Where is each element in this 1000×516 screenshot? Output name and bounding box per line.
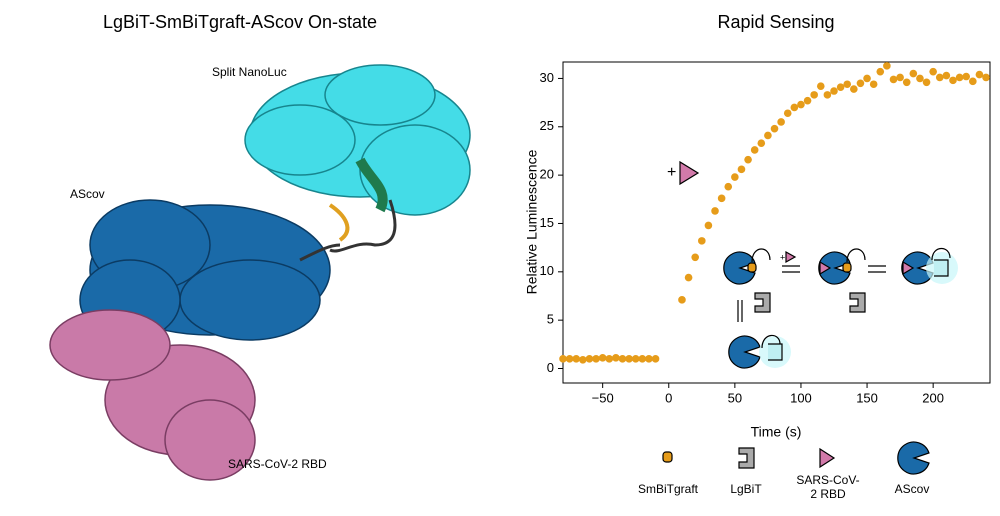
data-point — [631, 355, 640, 363]
annotation: + — [667, 164, 676, 181]
data-point — [645, 355, 653, 363]
data-point — [909, 69, 918, 78]
data-point — [949, 76, 957, 85]
legend-label: SmBiTgraft — [637, 482, 698, 496]
x-axis-label: Time (s) — [751, 424, 802, 440]
data-point — [942, 71, 951, 80]
data-point — [922, 78, 931, 87]
data-point — [757, 139, 766, 148]
data-point — [863, 74, 871, 83]
y-tick-label: 30 — [540, 70, 554, 85]
data-point — [711, 207, 719, 215]
data-point — [889, 75, 898, 84]
data-point — [764, 131, 772, 140]
data-point — [684, 273, 693, 282]
structure-label: AScov — [70, 187, 105, 201]
data-point — [625, 355, 633, 363]
x-tick-label: 200 — [922, 390, 944, 405]
data-point — [598, 354, 607, 362]
panel-title: LgBiT-SmBiTgraft-AScov On-state — [103, 12, 377, 32]
data-point — [638, 355, 647, 363]
data-point — [559, 355, 567, 363]
data-point — [783, 109, 792, 118]
data-point — [876, 67, 885, 76]
data-point — [750, 146, 759, 154]
structure-label: Split NanoLuc — [212, 65, 287, 79]
data-point — [962, 72, 971, 81]
data-point — [744, 155, 752, 164]
y-tick-label: 25 — [540, 118, 554, 133]
structure-label: SARS-CoV-2 RBD — [228, 457, 327, 471]
y-tick-label: 10 — [540, 263, 554, 278]
data-point — [612, 354, 620, 362]
data-point — [836, 83, 845, 91]
y-axis-label: Relative Luminescence — [524, 149, 540, 294]
data-point — [797, 100, 805, 109]
data-point — [902, 78, 911, 87]
data-point — [592, 355, 600, 363]
data-point — [651, 355, 660, 363]
data-point — [731, 173, 739, 181]
data-point — [955, 73, 964, 82]
data-point — [704, 221, 713, 230]
data-point — [929, 67, 937, 76]
x-tick-label: 150 — [856, 390, 878, 405]
data-point — [698, 237, 706, 245]
data-point — [572, 355, 581, 363]
svg-text:+: + — [780, 252, 785, 262]
legend-label: LgBiT — [730, 482, 762, 496]
data-point — [565, 355, 574, 363]
data-point — [869, 80, 878, 89]
y-tick-label: 0 — [547, 360, 554, 375]
annotation-icon — [679, 160, 700, 186]
data-point — [816, 82, 825, 90]
protein-structure — [49, 64, 471, 481]
legend-icons — [662, 441, 930, 475]
plot-frame — [562, 61, 991, 384]
data-point — [843, 80, 852, 89]
data-point — [678, 296, 686, 304]
y-tick-label: 5 — [547, 312, 554, 327]
x-tick-label: −50 — [592, 390, 614, 405]
data-point — [770, 124, 779, 133]
x-tick-label: 50 — [728, 390, 742, 405]
data-point — [790, 103, 799, 112]
legend-label: SARS-CoV-2 RBD — [796, 473, 860, 501]
legend-label: AScov — [894, 482, 930, 496]
y-tick-label: 15 — [540, 215, 554, 230]
x-tick-label: 100 — [790, 390, 812, 405]
data-point — [982, 73, 990, 82]
data-point — [579, 355, 587, 364]
data-point — [777, 118, 785, 126]
data-point — [896, 73, 904, 82]
data-point — [823, 91, 832, 99]
data-point — [975, 70, 984, 79]
data-point — [691, 253, 699, 262]
data-point — [850, 85, 858, 93]
data-point — [969, 77, 977, 86]
data-point — [810, 91, 818, 99]
y-tick-label: 20 — [540, 167, 554, 182]
data-point — [856, 79, 865, 88]
data-point — [737, 165, 746, 174]
mechanism-scheme: + — [723, 247, 958, 369]
x-tick-label: 0 — [665, 390, 672, 405]
data-point — [916, 74, 924, 83]
data-point — [717, 194, 726, 203]
data-point — [724, 182, 733, 191]
data-point — [585, 355, 594, 363]
data-point — [935, 73, 944, 82]
data-point — [605, 355, 614, 363]
data-point — [830, 87, 838, 95]
data-point — [803, 96, 812, 105]
data-point — [618, 355, 627, 363]
data-point — [883, 62, 891, 70]
chart-title: Rapid Sensing — [717, 12, 834, 32]
